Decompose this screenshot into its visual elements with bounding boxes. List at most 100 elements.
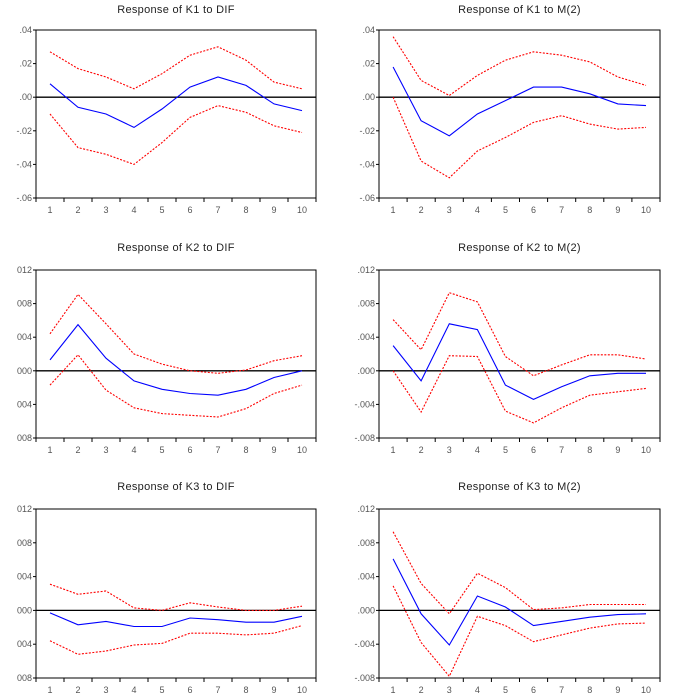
response-line [392,323,646,401]
plot-frame [35,29,317,199]
y-tick-label: .000 [357,605,375,615]
x-tick-label: 9 [271,685,276,695]
x-tick-label: 8 [243,685,248,695]
y-tick-label: .00 [19,92,32,102]
response-line [49,323,303,396]
y-tick-label: .04 [19,25,32,35]
confidence-band-line [49,353,303,418]
x-tick-label: 8 [587,445,592,455]
confidence-band-line [49,105,303,166]
chart-title: Response of K2 to DIF [117,242,235,254]
x-tick-label: 5 [503,445,508,455]
y-tick-label: .02 [19,59,32,69]
y-tick-label: 008 [17,299,32,309]
x-tick-label: 3 [447,685,452,695]
x-tick-label: 3 [447,205,452,215]
x-tick-label: 10 [641,205,651,215]
y-tick-label: -.004 [354,399,375,409]
x-tick-label: 6 [531,685,536,695]
y-tick-label: .004 [357,332,375,342]
x-tick-label: 9 [271,445,276,455]
y-tick-label: -.008 [354,433,375,443]
confidence-band-line [392,36,647,97]
y-tick-label: 008 [17,433,32,443]
chart-panel: Response of K1 to M(2) .04 .02 .00 -.02 -.04 -… [359,4,661,215]
x-tick-label: 2 [75,445,80,455]
response-line [49,612,303,628]
x-tick-label: 8 [587,205,592,215]
x-tick-label: 4 [475,685,480,695]
confidence-band-line [49,293,303,374]
x-tick-label: 4 [475,205,480,215]
x-tick-label: 6 [187,445,192,455]
x-tick-label: 1 [47,205,52,215]
x-tick-label: 5 [159,205,164,215]
chart-panel: Response of K1 to DIF .04 .02 .00 -.02 -.04 -.… [16,4,317,215]
x-tick-label: 2 [419,685,424,695]
chart-panel: Response of K2 to DIF 012 008 004 000 004 008 1… [17,242,317,455]
y-tick-label: -.02 [359,126,375,136]
x-tick-label: 5 [159,445,164,455]
x-tick-label: 3 [103,445,108,455]
x-tick-label: 4 [475,445,480,455]
chart-panel: Response of K3 to DIF 012 008 004 000 004 008 1… [17,481,317,695]
x-tick-label: 1 [47,685,52,695]
x-tick-label: 9 [615,445,620,455]
plot-frame [378,508,661,679]
response-line [49,76,303,129]
y-tick-label: 012 [17,265,32,275]
plot-frame [378,29,661,199]
x-tick-label: 7 [215,205,220,215]
x-tick-label: 7 [559,445,564,455]
x-tick-label: 2 [75,205,80,215]
x-tick-label: 6 [187,205,192,215]
confidence-band-line [392,585,647,678]
y-tick-label: -.04 [16,159,32,169]
x-tick-label: 3 [103,205,108,215]
response-line [392,558,647,646]
confidence-band-line [392,292,647,377]
x-tick-label: 2 [419,445,424,455]
x-tick-label: 5 [503,205,508,215]
x-tick-label: 10 [641,685,651,695]
x-tick-label: 2 [75,685,80,695]
y-tick-label: .004 [357,572,375,582]
x-tick-label: 9 [615,205,620,215]
x-tick-label: 4 [131,685,136,695]
chart-title: Response of K3 to M(2) [458,481,581,493]
y-tick-label: .02 [362,59,375,69]
y-tick-label: 000 [17,605,32,615]
y-tick-label: -.06 [16,193,32,203]
response-line [392,66,647,137]
y-tick-label: 008 [17,538,32,548]
x-tick-label: 2 [419,205,424,215]
y-tick-label: 012 [17,504,32,514]
x-tick-label: 1 [391,445,396,455]
confidence-band-line [49,583,303,611]
chart-panel: Response of K3 to M(2) .012 .008 .004 .000 -.… [354,481,661,695]
y-tick-label: 004 [17,639,32,649]
y-tick-label: .04 [362,25,375,35]
chart-panel: Response of K2 to M(2) .012 .008 .004 .000 -.… [354,242,661,455]
x-tick-label: 7 [559,685,564,695]
chart-title: Response of K1 to M(2) [458,4,581,16]
x-tick-label: 9 [271,205,276,215]
x-tick-label: 7 [559,205,564,215]
y-tick-label: -.004 [354,639,375,649]
y-tick-label: 004 [17,332,32,342]
y-tick-label: -.02 [16,126,32,136]
y-tick-label: -.04 [359,159,375,169]
y-tick-label: .00 [362,92,375,102]
y-tick-label: -.06 [359,193,375,203]
y-tick-label: .008 [357,299,375,309]
y-tick-label: 000 [17,366,32,376]
confidence-band-line [392,531,646,615]
y-tick-label: 004 [17,572,32,582]
x-tick-label: 7 [215,445,220,455]
x-tick-label: 10 [297,205,307,215]
y-tick-label: .012 [357,265,375,275]
x-tick-label: 5 [503,685,508,695]
x-tick-label: 8 [243,445,248,455]
x-tick-label: 1 [391,205,396,215]
